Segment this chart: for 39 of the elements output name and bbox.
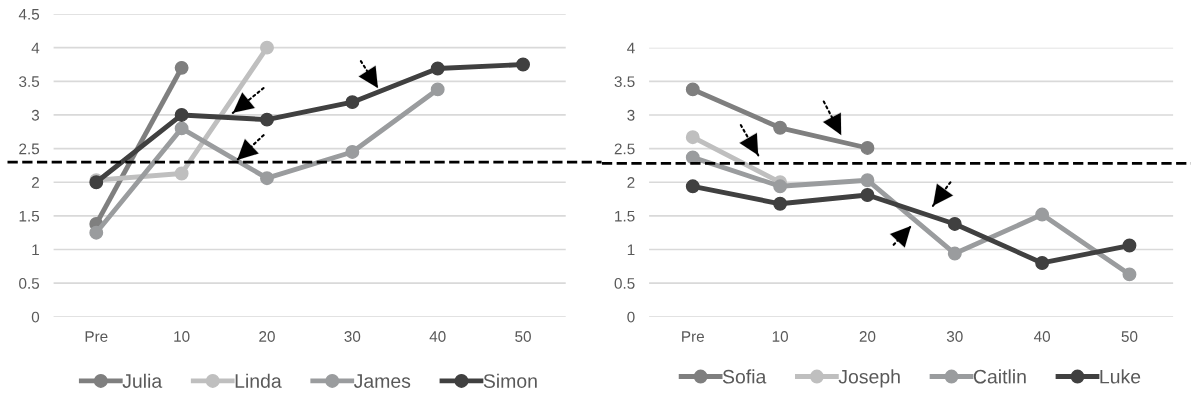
x-tick-label: 40	[429, 331, 446, 342]
y-tick-label: 2	[31, 177, 39, 188]
legend-label: Caitlin	[973, 369, 1026, 384]
x-tick-label: 40	[1033, 331, 1051, 342]
y-tick-label: 2.5	[19, 143, 40, 155]
x-tick-label: 20	[259, 331, 275, 342]
legend-label: James	[353, 374, 411, 388]
y-tick-label: 0.5	[614, 278, 635, 289]
x-tick-label: 50	[515, 331, 531, 342]
y-tick-label: 3.5	[19, 76, 40, 87]
y-tick-label: 4.5	[18, 9, 40, 20]
legend-label: Luke	[1100, 369, 1141, 384]
y-tick-label: 4	[31, 42, 40, 54]
y-tick-label: 1	[32, 244, 39, 256]
legend-label: Joseph	[838, 369, 900, 388]
y-tick-label: 1	[627, 244, 635, 256]
y-tick-label: 1.5	[615, 210, 635, 222]
y-tick-label: 2.5	[614, 143, 635, 155]
x-tick-label: Pre	[682, 331, 704, 342]
y-tick-label: 0	[31, 311, 40, 323]
legend-label: Sofia	[722, 369, 767, 384]
legend-label: Linda	[235, 373, 282, 388]
x-tick-label: 10	[174, 331, 190, 342]
y-tick-label: 1.5	[19, 210, 40, 222]
x-tick-label: 30	[344, 331, 361, 342]
legend-label: Julia	[122, 373, 163, 388]
legend-label: Simon	[483, 373, 537, 388]
x-tick-label: 50	[1121, 331, 1138, 342]
x-tick-label: Pre	[85, 331, 108, 342]
y-tick-label: 3.5	[614, 76, 635, 88]
y-tick-label: 0	[627, 311, 635, 323]
y-tick-label: 3	[31, 109, 40, 121]
x-tick-label: 10	[772, 331, 788, 342]
y-tick-label: 0.5	[19, 278, 40, 289]
y-tick-label: 3	[627, 109, 635, 121]
x-tick-label: 30	[946, 331, 963, 342]
x-tick-label: 20	[859, 331, 876, 342]
y-tick-label: 4	[627, 42, 635, 54]
y-tick-label: 2	[627, 177, 635, 188]
